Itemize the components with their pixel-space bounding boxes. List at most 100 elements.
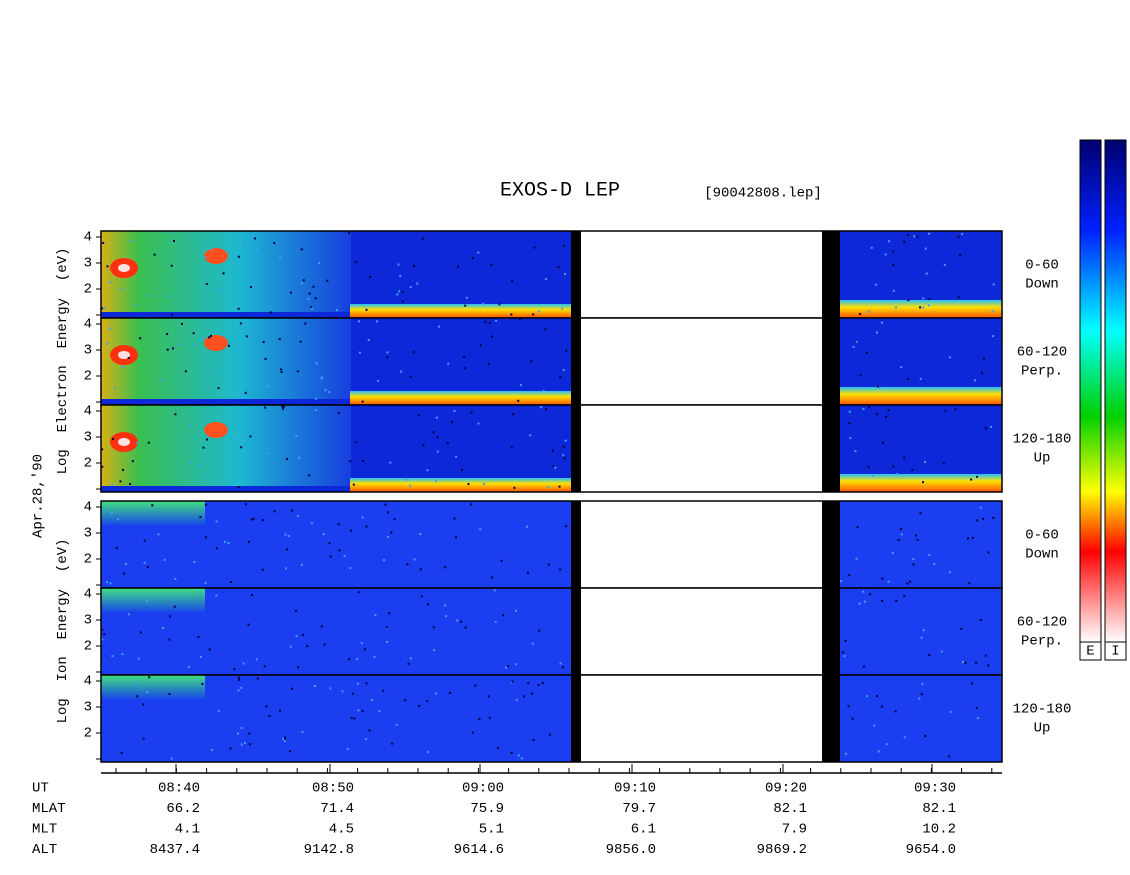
data-gap — [571, 501, 581, 588]
texture — [101, 448, 104, 451]
spectrogram-region — [118, 438, 130, 446]
texture — [896, 472, 899, 475]
texture — [900, 366, 903, 369]
texture — [870, 246, 873, 249]
texture — [495, 319, 498, 322]
texture — [349, 567, 352, 570]
texture — [147, 318, 150, 321]
texture — [101, 307, 104, 310]
y-axis-label-word: Log — [55, 432, 71, 474]
texture — [406, 563, 409, 566]
texture — [365, 738, 368, 741]
texture — [918, 697, 921, 700]
texture — [490, 263, 493, 266]
y-axis-label-word: Energy — [55, 281, 71, 348]
row-value: 5.1 — [479, 822, 504, 838]
texture — [314, 297, 317, 300]
texture — [943, 263, 946, 266]
texture — [448, 691, 451, 694]
texture — [404, 478, 407, 481]
texture — [282, 737, 285, 740]
texture — [514, 663, 517, 666]
y-axis-label-word: Energy — [55, 572, 71, 639]
texture — [413, 264, 416, 267]
texture — [239, 322, 242, 325]
texture — [841, 651, 844, 654]
texture — [287, 534, 290, 537]
texture — [547, 563, 550, 566]
panel-frame — [100, 674, 1003, 763]
texture — [291, 687, 294, 690]
texture — [435, 416, 438, 419]
texture — [398, 290, 401, 293]
texture — [247, 540, 250, 543]
texture — [942, 462, 945, 465]
texture — [987, 664, 990, 667]
texture — [976, 475, 979, 478]
texture — [401, 291, 404, 294]
texture — [471, 731, 474, 734]
texture — [367, 339, 370, 342]
data-gap — [571, 231, 581, 318]
texture — [386, 640, 389, 643]
texture — [282, 407, 285, 410]
texture — [559, 662, 562, 665]
texture — [338, 549, 341, 552]
texture — [876, 331, 879, 334]
colorbar — [1079, 139, 1102, 643]
texture — [145, 599, 148, 602]
row-value: 9869.2 — [757, 842, 807, 858]
y-tick-label: 2 — [84, 639, 92, 655]
texture — [321, 377, 324, 380]
texture — [957, 235, 960, 238]
texture — [895, 599, 898, 602]
texture — [888, 240, 891, 243]
texture — [979, 618, 982, 621]
texture — [531, 692, 534, 695]
texture — [308, 474, 311, 477]
texture — [368, 729, 371, 732]
texture — [256, 677, 259, 680]
texture — [299, 340, 302, 343]
y-tick-label: 2 — [84, 369, 92, 385]
texture — [140, 631, 143, 634]
panel: 4 3 2 120-180 Up — [84, 404, 1071, 493]
data-gap — [571, 405, 581, 492]
y-tick-label: 3 — [84, 526, 92, 542]
colorbar-box — [1104, 641, 1127, 661]
texture — [916, 538, 919, 541]
texture — [110, 512, 113, 515]
texture — [547, 486, 550, 489]
texture — [295, 435, 298, 438]
texture — [279, 256, 282, 259]
texture — [418, 704, 421, 707]
y-tick-label: 2 — [84, 552, 92, 568]
texture — [391, 742, 394, 745]
texture — [900, 533, 903, 536]
texture — [386, 536, 389, 539]
texture — [551, 449, 554, 452]
texture — [313, 685, 316, 688]
texture — [265, 705, 268, 708]
texture — [542, 389, 545, 392]
texture — [377, 379, 380, 382]
texture — [913, 235, 916, 238]
texture — [960, 627, 963, 630]
texture — [328, 542, 331, 545]
texture — [436, 436, 439, 439]
texture — [500, 559, 503, 562]
texture — [487, 695, 490, 698]
texture — [237, 689, 240, 692]
texture — [859, 313, 862, 316]
texture — [170, 757, 173, 760]
texture — [101, 465, 104, 468]
texture — [109, 582, 112, 585]
texture — [227, 344, 230, 347]
texture — [208, 648, 211, 651]
y-axis-label-word: Log — [55, 681, 71, 723]
texture — [315, 397, 318, 400]
texture — [855, 340, 858, 343]
texture — [134, 304, 137, 307]
texture — [116, 518, 119, 521]
data-gap — [571, 588, 581, 675]
